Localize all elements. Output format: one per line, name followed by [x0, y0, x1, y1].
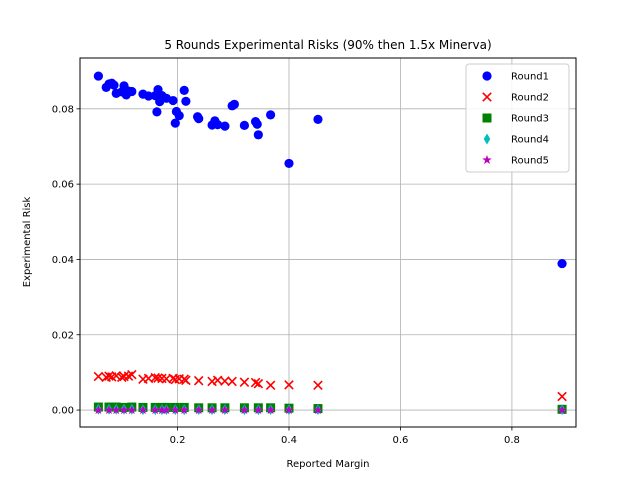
legend-marker-round3 — [482, 113, 492, 123]
legend-label-round1: Round1 — [511, 72, 549, 83]
data-point-round5 — [150, 405, 160, 415]
plot-frame — [79, 57, 577, 428]
data-point-round1 — [127, 86, 137, 97]
data-point-round1 — [194, 114, 204, 124]
data-point-round5 — [93, 405, 104, 415]
data-point-round1 — [152, 107, 162, 117]
data-point-round2 — [265, 380, 276, 390]
legend-box — [465, 63, 570, 173]
data-point-round2 — [181, 375, 191, 386]
data-point-round5 — [170, 405, 181, 415]
data-point-round5 — [557, 405, 567, 415]
data-point-round2 — [93, 371, 104, 382]
data-point-round1 — [229, 99, 239, 109]
data-point-round1 — [284, 158, 294, 169]
data-point-round5 — [313, 405, 323, 415]
data-point-round5 — [284, 405, 294, 415]
data-point-round2 — [557, 391, 567, 402]
data-point-round5 — [265, 405, 276, 415]
data-point-round1 — [168, 95, 178, 106]
data-point-round5 — [161, 405, 172, 415]
data-point-round1 — [179, 85, 189, 95]
data-point-round2 — [104, 371, 114, 381]
data-point-round1 — [253, 130, 263, 140]
y-axis-ticks: 0.00 0.02 0.04 0.06 0.08 — [52, 104, 80, 417]
data-point-round5 — [253, 405, 264, 415]
legend-marker-round4 — [483, 133, 491, 145]
data-point-round1 — [313, 114, 323, 124]
data-point-round2 — [253, 378, 264, 389]
legend-label-round2: Round2 — [511, 93, 549, 104]
x-tick-label: 0.2 — [170, 435, 186, 446]
data-point-round2 — [153, 373, 163, 383]
data-point-round5 — [119, 405, 129, 415]
data-point-round5 — [127, 405, 137, 415]
y-tick-label: 0.08 — [52, 104, 74, 115]
x-tick-label: 0.6 — [392, 435, 408, 446]
data-point-round2 — [250, 377, 261, 388]
data-point-round5 — [111, 405, 121, 415]
data-point-round2 — [284, 380, 294, 390]
data-point-round1 — [181, 96, 191, 106]
chart-title: 5 Rounds Experimental Risks (90% then 1.… — [164, 38, 491, 52]
data-point-round1 — [213, 120, 223, 130]
x-tick-label: 0.8 — [504, 435, 520, 446]
data-point-round1 — [93, 71, 103, 81]
legend-label-round3: Round3 — [511, 114, 549, 125]
legend: Round1 Round2 Round3 Round4 Round5 — [465, 63, 570, 173]
y-tick-label: 0.06 — [52, 180, 74, 191]
y-tick-label: 0.04 — [52, 255, 74, 266]
legend-marker-round5 — [482, 155, 492, 165]
x-axis-ticks: 0.2 0.4 0.6 0.8 — [170, 427, 520, 446]
data-point-round1 — [265, 110, 276, 120]
x-axis-title: Reported Margin — [287, 459, 370, 470]
legend-label-round5: Round5 — [511, 156, 549, 167]
series-round2 — [93, 369, 567, 402]
data-point-round2 — [127, 369, 137, 380]
data-points — [93, 71, 567, 416]
series-round1 — [93, 71, 567, 269]
data-point-round5 — [157, 405, 167, 415]
legend-label-round4: Round4 — [511, 135, 549, 146]
data-point-round1 — [170, 118, 180, 128]
y-tick-label: 0.00 — [52, 406, 74, 417]
data-point-round1 — [174, 111, 184, 121]
data-point-round2 — [239, 377, 250, 387]
series-round5 — [93, 405, 567, 415]
data-point-round1 — [252, 119, 262, 129]
data-point-round1 — [109, 80, 119, 90]
legend-marker-round1 — [482, 71, 492, 81]
data-point-round1 — [557, 258, 567, 269]
data-point-round1 — [143, 91, 154, 101]
data-point-round2 — [111, 371, 121, 381]
data-point-round2 — [227, 376, 237, 387]
data-point-round5 — [179, 405, 189, 415]
data-point-round2 — [313, 380, 323, 390]
data-point-round5 — [239, 405, 250, 415]
x-tick-label: 0.4 — [281, 435, 297, 446]
data-point-round5 — [220, 405, 230, 415]
data-point-round5 — [138, 405, 148, 415]
y-axis-title: Experimental Risk — [22, 196, 33, 287]
data-point-round5 — [193, 405, 204, 415]
legend-marker-round2 — [482, 92, 492, 102]
data-point-round5 — [207, 405, 217, 415]
data-point-round1 — [239, 120, 250, 130]
data-point-round2 — [193, 375, 204, 386]
data-point-round2 — [220, 376, 230, 386]
y-tick-label: 0.02 — [52, 330, 74, 341]
data-point-round5 — [104, 405, 114, 415]
data-point-round1 — [220, 121, 230, 131]
